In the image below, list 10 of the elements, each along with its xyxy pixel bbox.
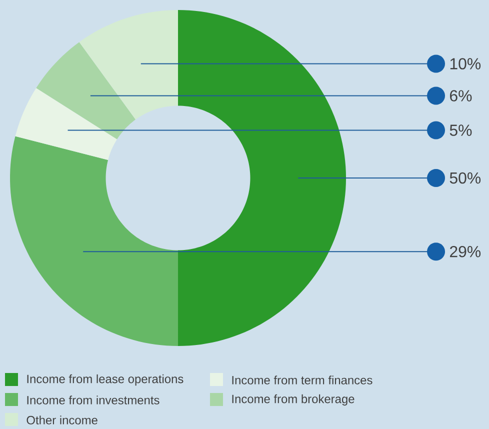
- legend-label: Income from investments: [27, 396, 160, 404]
- data-label: 10%: [450, 58, 481, 70]
- legend-label: Income from brokerage: [232, 394, 354, 406]
- legend-label: Income from term finances: [232, 376, 372, 384]
- legend-label: Income from lease operations: [27, 374, 184, 386]
- data-label: 5%: [450, 124, 472, 136]
- data-label: 50%: [450, 172, 481, 184]
- data-label: 29%: [450, 246, 481, 258]
- legend-label: Other income: [26, 416, 98, 424]
- data-label: 6%: [450, 90, 472, 102]
